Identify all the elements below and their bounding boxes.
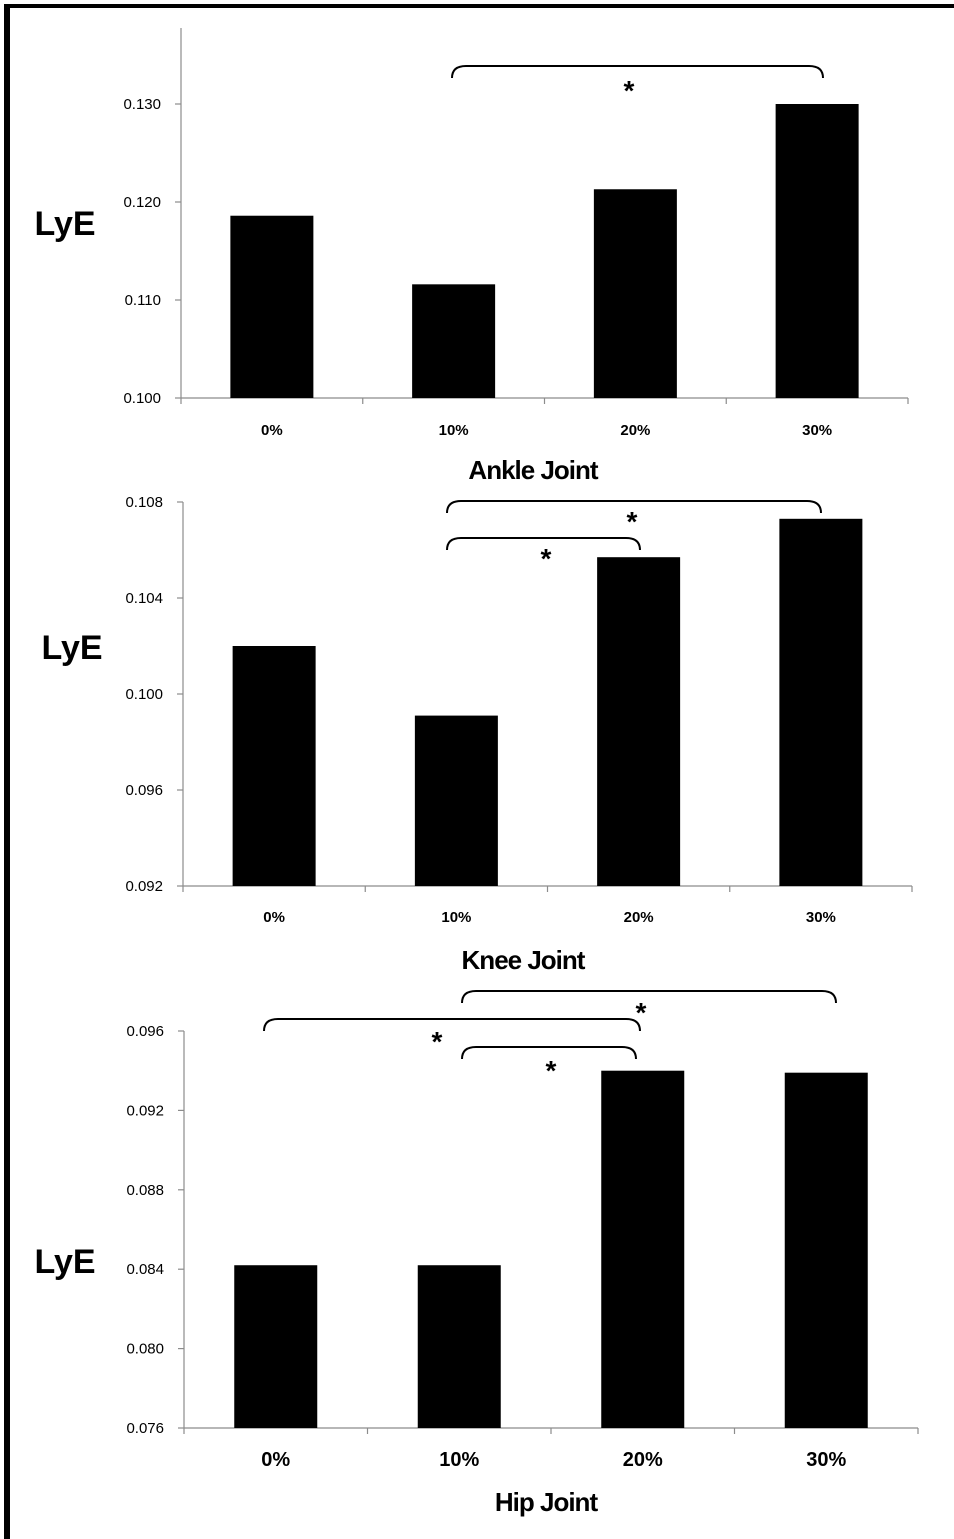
x-category-label: 0%	[263, 909, 285, 926]
bar-0pct	[234, 1265, 318, 1428]
significance-star: *	[627, 506, 638, 537]
y-tick-label: 0.076	[126, 1420, 164, 1437]
x-category-label: 20%	[620, 422, 650, 439]
x-axis-title: Knee Joint	[462, 945, 586, 975]
x-axis-title: Ankle Joint	[468, 455, 598, 485]
y-tick-label: 0.092	[126, 1102, 164, 1119]
bar-0pct	[230, 215, 314, 398]
bar-10pct	[412, 284, 496, 398]
y-tick-label: 0.110	[125, 292, 161, 309]
bar-20pct	[601, 1070, 685, 1428]
x-category-label: 20%	[623, 1449, 663, 1471]
significance-star: *	[636, 997, 647, 1028]
y-tick-label: 0.088	[126, 1182, 164, 1199]
x-category-label: 0%	[261, 422, 283, 439]
y-tick-label: 0.108	[125, 494, 163, 511]
x-category-label: 30%	[806, 909, 836, 926]
y-tick-label: 0.120	[123, 194, 161, 211]
y-tick-label: 0.130	[123, 96, 161, 113]
x-category-label: 30%	[802, 422, 832, 439]
bar-10pct	[417, 1265, 501, 1428]
significance-star: *	[432, 1026, 443, 1057]
y-tick-label: 0.096	[126, 1023, 164, 1040]
significance-star: *	[546, 1055, 557, 1086]
y-axis-title: LyE	[41, 629, 102, 667]
significance-star: *	[624, 75, 635, 106]
y-tick-label: 0.104	[125, 590, 163, 607]
y-tick-label: 0.080	[126, 1341, 164, 1358]
y-tick-label: 0.100	[125, 686, 163, 703]
significance-star: *	[541, 543, 552, 574]
significance-bracket	[451, 65, 824, 79]
y-tick-label: 0.100	[123, 390, 161, 407]
ankle-joint-chart: 0.100 0.110 0.120 0.130 0% 10% 20% 30% Ankle Joi…	[34, 28, 909, 485]
bar-20pct	[597, 557, 681, 886]
knee-joint-chart: 0.092 0.096 0.100 0.104 0.108 0% 10% 20% 30% Knee…	[41, 494, 913, 975]
significance-bracket	[446, 500, 822, 514]
bar-20pct	[593, 189, 677, 398]
bar-30pct	[775, 104, 859, 398]
x-category-label: 10%	[439, 1449, 479, 1471]
significance-bracket	[263, 1018, 641, 1032]
bar-30pct	[784, 1072, 868, 1428]
x-category-label: 0%	[261, 1449, 290, 1471]
significance-bracket	[446, 537, 641, 551]
x-category-label: 10%	[439, 422, 469, 439]
hip-joint-chart: 0.076 0.080 0.084 0.088 0.092 0.096 0% 10% 20% 30…	[34, 990, 919, 1517]
x-category-label: 20%	[624, 909, 654, 926]
significance-bracket	[461, 1046, 637, 1060]
bar-0pct	[232, 646, 316, 886]
x-category-label: 10%	[441, 909, 471, 926]
bar-30pct	[779, 518, 863, 886]
x-axis-title: Hip Joint	[495, 1487, 599, 1517]
bar-10pct	[414, 715, 498, 886]
significance-bracket	[461, 990, 837, 1004]
y-axis-title: LyE	[34, 1243, 95, 1281]
y-tick-label: 0.096	[125, 782, 163, 799]
y-tick-label: 0.084	[126, 1261, 164, 1278]
x-category-label: 30%	[806, 1449, 846, 1471]
y-tick-label: 0.092	[125, 878, 163, 895]
y-axis-title: LyE	[34, 205, 95, 243]
